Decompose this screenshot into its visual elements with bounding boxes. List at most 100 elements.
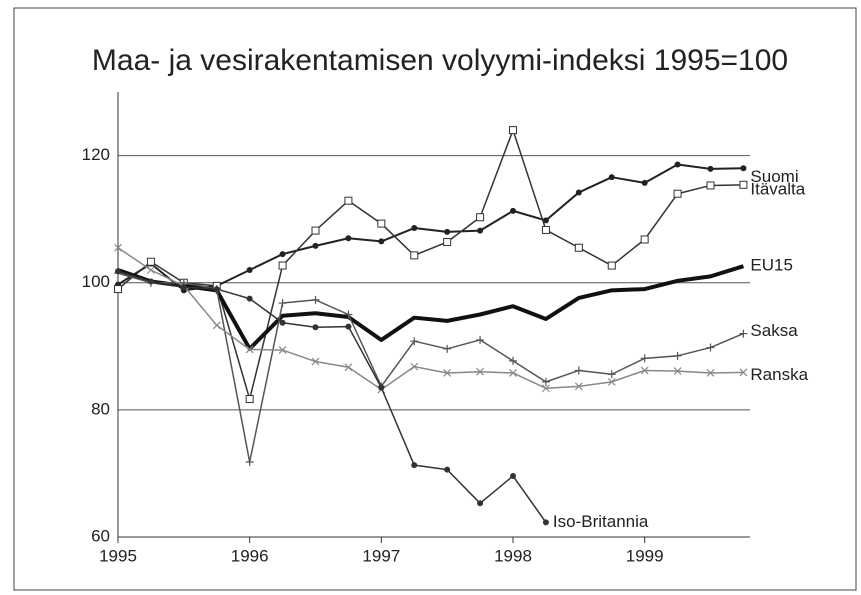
marker	[410, 251, 419, 260]
marker	[279, 319, 286, 326]
marker	[509, 369, 517, 377]
marker	[311, 226, 320, 235]
marker	[345, 235, 352, 242]
x-tick-label: 1995	[99, 546, 137, 565]
marker	[607, 370, 616, 379]
marker	[444, 466, 451, 473]
legend-label: Iso-Britannia	[553, 512, 649, 531]
marker	[607, 377, 616, 386]
marker	[312, 242, 319, 249]
y-tick-label: 60	[91, 526, 110, 545]
marker	[278, 346, 287, 355]
marker	[574, 243, 583, 252]
marker	[245, 345, 254, 354]
marker	[378, 238, 385, 245]
marker	[640, 366, 649, 375]
marker	[542, 217, 549, 224]
x-tick-label: 1997	[362, 546, 400, 565]
marker	[278, 299, 287, 308]
marker	[345, 323, 352, 330]
marker	[279, 251, 286, 258]
marker	[542, 519, 549, 526]
marker	[411, 462, 418, 469]
marker	[344, 196, 353, 205]
y-tick-label: 120	[82, 145, 110, 164]
marker	[640, 354, 649, 363]
marker	[246, 295, 253, 302]
legend-label: Itävalta	[750, 179, 805, 198]
marker	[640, 235, 649, 244]
legend-label: Suomi	[750, 167, 798, 186]
marker	[311, 295, 320, 304]
series-line	[117, 163, 744, 292]
marker	[541, 377, 550, 386]
marker	[213, 286, 220, 293]
marker	[541, 225, 550, 234]
marker	[477, 500, 484, 507]
y-tick-label: 80	[91, 399, 110, 418]
marker	[146, 266, 155, 274]
marker	[147, 278, 154, 285]
marker	[114, 285, 122, 294]
series-line	[117, 247, 744, 391]
marker	[707, 165, 714, 172]
marker	[278, 261, 287, 270]
legend-label: Saksa	[750, 321, 798, 340]
marker	[212, 321, 221, 330]
marker	[740, 165, 747, 172]
series-line	[117, 272, 744, 463]
marker	[673, 351, 682, 360]
marker	[739, 368, 748, 377]
marker	[739, 180, 748, 189]
marker	[443, 344, 452, 353]
marker	[344, 363, 353, 372]
marker	[476, 213, 485, 222]
marker	[411, 225, 418, 232]
marker	[444, 228, 451, 235]
marker	[739, 329, 748, 338]
marker	[673, 189, 682, 198]
marker	[377, 219, 386, 228]
marker	[115, 268, 121, 275]
marker	[477, 227, 484, 234]
marker	[510, 472, 516, 479]
marker	[574, 366, 583, 375]
x-tick-label: 1998	[494, 546, 532, 565]
marker	[180, 284, 187, 291]
marker	[245, 457, 254, 466]
marker	[641, 179, 648, 186]
marker	[674, 161, 681, 168]
series-line	[117, 270, 547, 523]
x-tick-label: 1996	[231, 546, 269, 565]
marker	[510, 207, 516, 214]
marker	[476, 335, 485, 344]
marker	[344, 310, 353, 319]
marker	[706, 343, 715, 352]
marker	[608, 174, 615, 181]
marker	[476, 367, 485, 376]
frame	[13, 7, 857, 591]
marker	[410, 337, 419, 346]
x-tick-label: 1999	[626, 546, 664, 565]
marker	[509, 126, 517, 135]
marker	[575, 189, 582, 196]
marker	[443, 238, 452, 247]
y-tick-label: 100	[82, 272, 110, 291]
marker	[607, 261, 616, 270]
marker	[246, 267, 253, 273]
marker	[114, 243, 122, 252]
marker	[312, 324, 319, 331]
legend-label: Ranska	[750, 365, 808, 384]
marker	[378, 384, 385, 391]
marker	[245, 395, 254, 404]
chart-title: Maa- ja vesirakentamisen volyymi-indeksi…	[92, 44, 788, 77]
series-line	[117, 129, 744, 400]
marker	[673, 367, 682, 376]
marker	[410, 362, 419, 371]
marker	[146, 257, 155, 266]
marker	[706, 181, 715, 190]
marker	[509, 356, 517, 365]
marker	[541, 384, 550, 393]
marker	[311, 357, 320, 366]
